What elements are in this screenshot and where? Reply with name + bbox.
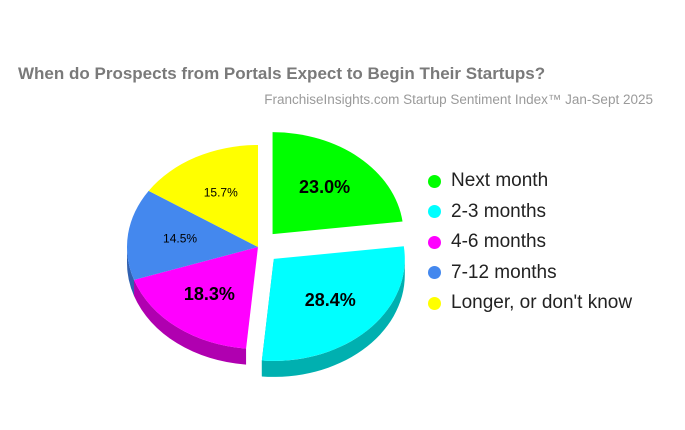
- pie-value-label: 18.3%: [184, 284, 235, 304]
- chart-title: When do Prospects from Portals Expect to…: [18, 64, 546, 83]
- pie-slice-side: [261, 258, 405, 377]
- pie-slice: [148, 145, 258, 247]
- pie-slice: [261, 246, 405, 361]
- pie-slice: [272, 132, 403, 235]
- pie-slice: [134, 247, 258, 349]
- chart-subtitle: FranchiseInsights.com Startup Sentiment …: [264, 92, 653, 107]
- legend-item: 4-6 months: [428, 227, 632, 258]
- legend-item: 7-12 months: [428, 258, 632, 289]
- legend-label: 7-12 months: [451, 261, 557, 283]
- pie-slice-side: [134, 279, 247, 365]
- legend-swatch: [428, 266, 441, 280]
- legend-swatch: [428, 235, 441, 249]
- legend-item: Next month: [428, 166, 632, 197]
- legend-label: Next month: [451, 170, 549, 192]
- pie-value-label: 23.0%: [299, 177, 350, 197]
- pie-slice-side: [127, 247, 135, 296]
- pie-value-label: 15.7%: [204, 185, 238, 199]
- pie-value-label: 14.5%: [163, 231, 197, 245]
- legend-label: 4-6 months: [451, 231, 547, 253]
- pie-slice: [127, 190, 258, 280]
- legend: Next month 2-3 months 4-6 months 7-12 month…: [428, 166, 632, 319]
- legend-label: Longer, or don't know: [451, 292, 633, 314]
- legend-swatch: [428, 296, 441, 310]
- pie-value-label: 28.4%: [305, 290, 356, 310]
- legend-item: 2-3 months: [428, 197, 632, 228]
- legend-label: 2-3 months: [451, 200, 547, 222]
- legend-swatch: [428, 174, 441, 188]
- legend-item: Longer, or don't know: [428, 288, 632, 319]
- legend-swatch: [428, 205, 441, 219]
